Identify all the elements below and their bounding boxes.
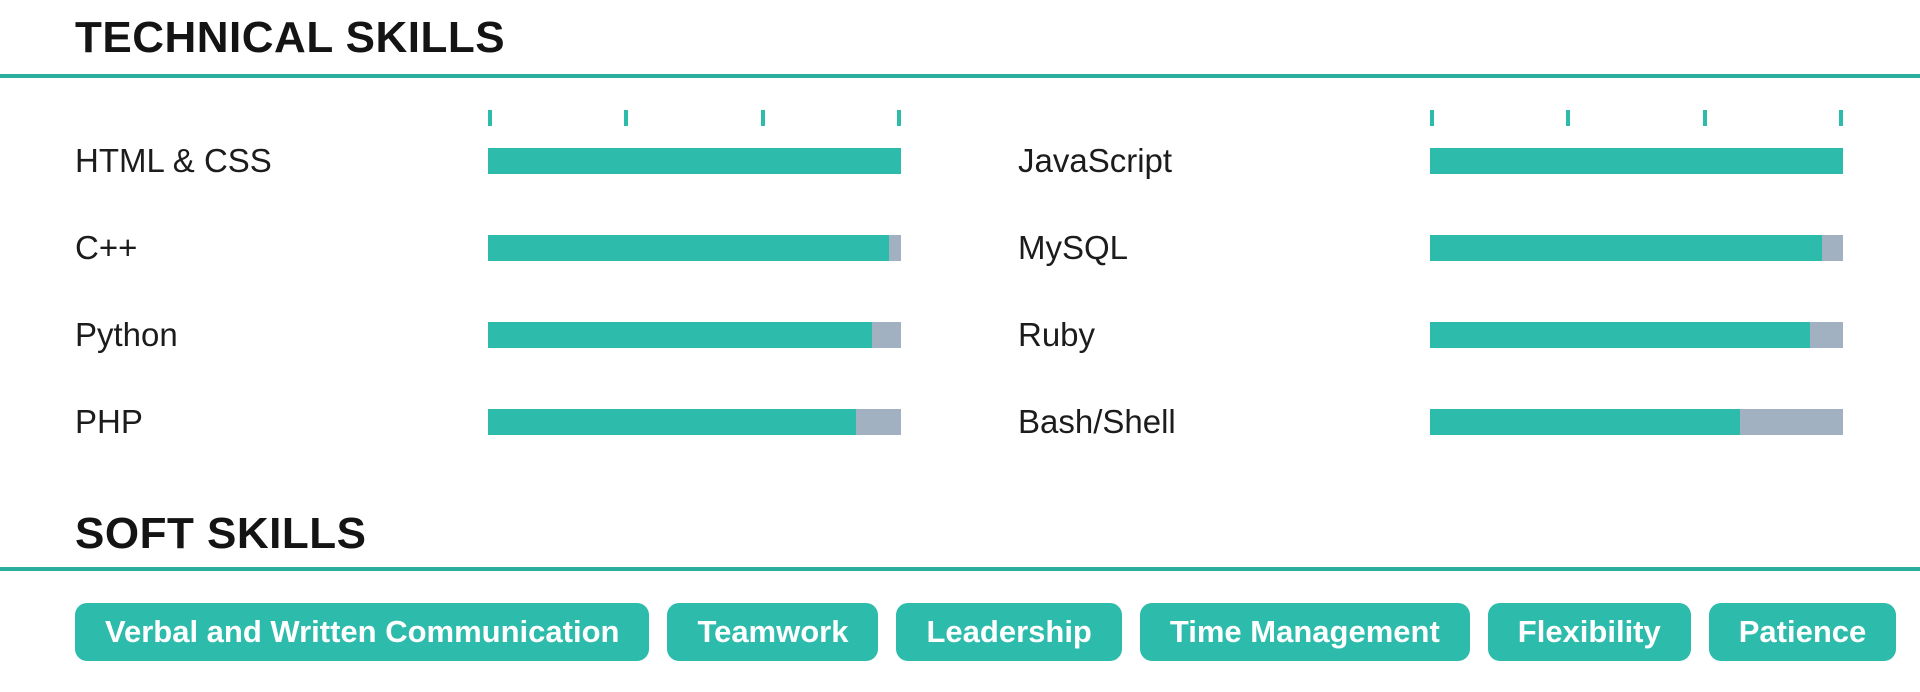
soft-skill-pill: Teamwork: [667, 603, 879, 661]
soft-skill-pill: Leadership: [896, 603, 1122, 661]
skill-row: Python: [75, 316, 901, 353]
technical-skills-column-right: JavaScript MySQL Ruby Bash/Shell: [1018, 110, 1843, 496]
skill-level-fill: [488, 409, 856, 435]
soft-skill-pill: Flexibility: [1487, 603, 1691, 661]
skill-row: C++: [75, 229, 901, 266]
soft-skills-heading: SOFT SKILLS: [75, 509, 367, 558]
scale-tick-mark: [896, 110, 901, 126]
skill-name-label: PHP: [75, 403, 143, 440]
skill-level-bar: [488, 148, 901, 174]
scale-tick-mark: [1566, 110, 1571, 126]
skill-level-fill: [1430, 148, 1843, 174]
skill-level-fill: [1430, 409, 1740, 435]
scale-tick-mark: [488, 110, 492, 126]
scale-tick-row: [488, 110, 901, 126]
technical-skills-column-left: HTML & CSS C++ Python PHP: [75, 110, 901, 496]
soft-skills-pill-row: Verbal and Written Communication Teamwork…: [75, 603, 1897, 661]
scale-tick-mark: [760, 110, 765, 126]
skill-name-label: C++: [75, 229, 138, 266]
scale-tick-row: [1430, 110, 1843, 126]
skill-row: MySQL: [1018, 229, 1843, 266]
technical-skills-heading: TECHNICAL SKILLS: [75, 13, 506, 62]
soft-skill-pill: Verbal and Written Communication: [75, 603, 650, 661]
skill-rows: JavaScript MySQL Ruby Bash/Shell: [1018, 142, 1843, 440]
skill-name-label: HTML & CSS: [75, 142, 272, 179]
skill-name-label: Ruby: [1018, 316, 1096, 353]
skill-level-bar: [1430, 148, 1843, 174]
skill-level-fill: [488, 235, 889, 261]
soft-section-rule: [0, 567, 1920, 571]
scale-tick-mark: [1702, 110, 1707, 126]
skill-row: HTML & CSS: [75, 142, 901, 179]
skill-level-bar: [1430, 235, 1843, 261]
skill-rows: HTML & CSS C++ Python PHP: [75, 142, 901, 440]
skill-name-label: MySQL: [1018, 229, 1129, 266]
scale-tick-mark: [624, 110, 629, 126]
soft-skill-pill: Time Management: [1139, 603, 1470, 661]
skill-level-bar: [1430, 409, 1843, 435]
skill-level-bar: [488, 322, 901, 348]
skill-level-bar: [1430, 322, 1843, 348]
skill-row: PHP: [75, 403, 901, 440]
skill-row: Ruby: [1018, 316, 1843, 353]
scale-tick-mark: [1430, 110, 1434, 126]
skill-row: Bash/Shell: [1018, 403, 1843, 440]
skill-level-fill: [1430, 235, 1823, 261]
soft-skill-pill: Patience: [1708, 603, 1897, 661]
skill-level-bar: [488, 409, 901, 435]
skill-level-fill: [1430, 322, 1810, 348]
scale-tick-mark: [1838, 110, 1843, 126]
skill-name-label: Bash/Shell: [1018, 403, 1176, 440]
skill-name-label: Python: [75, 316, 178, 353]
technical-section-rule: [0, 74, 1920, 78]
skill-row: JavaScript: [1018, 142, 1843, 179]
skill-name-label: JavaScript: [1018, 142, 1173, 179]
skill-level-bar: [488, 235, 901, 261]
skill-level-fill: [488, 148, 901, 174]
skill-level-fill: [488, 322, 873, 348]
